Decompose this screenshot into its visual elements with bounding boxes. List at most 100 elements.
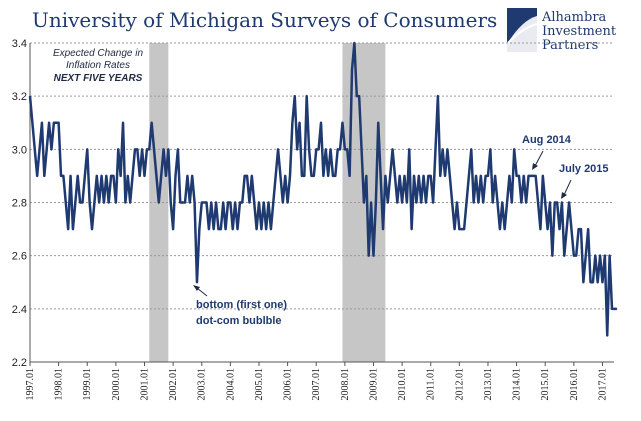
data-point [480, 175, 482, 177]
data-point [53, 122, 55, 124]
x-tick-label: 2012.01 [454, 368, 465, 401]
data-point [487, 175, 489, 177]
data-point [318, 148, 320, 150]
data-points [29, 42, 618, 337]
arrowhead-icon [193, 285, 200, 291]
data-point [394, 175, 396, 177]
data-point [120, 175, 122, 177]
data-point [222, 201, 224, 204]
data-point [451, 201, 453, 204]
data-point [29, 95, 31, 97]
data-point [65, 201, 67, 204]
data-point [508, 175, 511, 177]
data-point [506, 201, 508, 204]
data-point [277, 148, 279, 150]
data-point [363, 201, 365, 204]
data-point [170, 201, 172, 204]
annotation-aug-2014: Aug 2014 [522, 134, 572, 170]
data-point [544, 201, 546, 204]
data-point [477, 201, 480, 204]
x-tick-label: 2013.01 [483, 368, 494, 401]
data-point [418, 175, 420, 177]
data-point [346, 148, 348, 150]
data-point [315, 148, 317, 150]
data-point [239, 201, 241, 204]
data-point [270, 228, 272, 230]
data-point [320, 122, 322, 124]
data-point [611, 308, 613, 310]
data-point [136, 148, 138, 150]
data-point [220, 228, 222, 230]
y-tick-label: 3.0 [12, 144, 27, 156]
data-point [208, 228, 210, 230]
x-tick-label: 2007.01 [311, 368, 322, 401]
data-point [160, 175, 162, 177]
data-point [375, 201, 377, 204]
data-point [391, 148, 394, 150]
data-point [148, 148, 150, 150]
data-point [129, 201, 131, 204]
data-point [532, 175, 534, 177]
data-point [232, 228, 234, 230]
data-point [356, 95, 358, 97]
data-point [229, 201, 231, 204]
data-point [255, 228, 258, 230]
data-point [530, 175, 532, 177]
data-point [377, 122, 379, 124]
data-point [48, 122, 50, 124]
annotation-july-2015-arrow [563, 179, 572, 196]
logo-line-2: Investment [542, 24, 617, 39]
data-point [592, 281, 594, 283]
data-point [475, 175, 477, 177]
data-point [108, 201, 110, 204]
data-point [179, 201, 181, 204]
y-tick-label: 2.6 [12, 251, 27, 263]
data-point [563, 255, 565, 257]
data-point [294, 95, 296, 97]
data-point [473, 201, 475, 204]
x-tick-label: 2006.01 [283, 368, 294, 401]
data-point [38, 148, 41, 150]
data-point [60, 175, 62, 177]
logo-line-3: Partners [542, 38, 598, 53]
data-point [401, 201, 403, 204]
data-point [337, 148, 339, 150]
data-point [298, 122, 301, 124]
y-tick-label: 2.2 [12, 357, 27, 369]
data-point [248, 201, 251, 204]
data-point [558, 228, 561, 230]
data-point [329, 148, 332, 150]
data-point [191, 175, 193, 177]
data-point [396, 201, 398, 204]
data-point [535, 175, 537, 177]
data-point [456, 201, 458, 204]
data-point [91, 228, 93, 230]
data-point [353, 42, 355, 44]
data-point [213, 228, 215, 230]
data-point [127, 175, 129, 177]
data-point [215, 201, 217, 204]
data-point [306, 95, 308, 97]
data-point [341, 122, 344, 124]
data-point [100, 175, 103, 177]
data-point [174, 175, 177, 177]
data-point [55, 122, 57, 124]
data-point [570, 228, 573, 230]
data-point [573, 255, 575, 257]
data-point [349, 175, 351, 177]
annotation-july-2015: July 2015 [559, 163, 609, 199]
data-point [430, 175, 432, 177]
data-point [384, 175, 387, 177]
data-point [236, 228, 239, 230]
data-point [139, 175, 141, 177]
data-point [31, 122, 33, 124]
data-point [360, 148, 363, 150]
data-point [527, 175, 530, 177]
data-point [117, 148, 119, 150]
data-point [153, 148, 155, 150]
data-point [303, 175, 305, 177]
data-point [525, 201, 527, 204]
y-tick-label: 3.4 [12, 38, 27, 50]
data-point [609, 255, 611, 257]
y-tick-label: 2.4 [12, 304, 27, 316]
